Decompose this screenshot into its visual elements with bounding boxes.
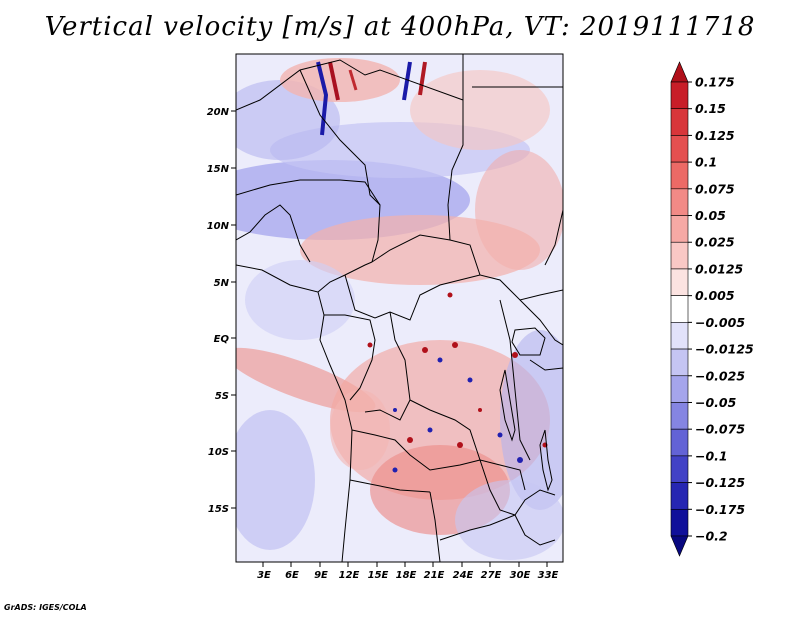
colorbar-label: 0.125 (695, 128, 735, 143)
lon-label-18e: 18E (396, 570, 417, 581)
colorbar-label: −0.025 (695, 368, 745, 383)
map-frame (235, 53, 564, 563)
lat-label-10n: 10N (207, 221, 230, 232)
boundaries (236, 54, 563, 562)
lon-label-9e: 9E (314, 570, 328, 581)
colorbar-label: 0.075 (695, 181, 735, 196)
colorbar-label: −0.1 (695, 448, 728, 463)
lon-ticks (262, 562, 548, 567)
lat-label-20n: 20N (207, 107, 230, 118)
lon-label-15e: 15E (368, 570, 389, 581)
colorbar-label: −0.125 (695, 475, 745, 490)
colorbar-swatch (670, 428, 689, 457)
colorbar-swatch (670, 215, 689, 243)
lat-label-eq: EQ (214, 334, 230, 345)
lon-label-21e: 21E (424, 570, 445, 581)
lon-label-33e: 33E (538, 570, 559, 581)
colorbar-swatch (670, 268, 689, 296)
colorbar-label: −0.175 (695, 502, 745, 517)
colorbar-label: 0.025 (695, 235, 735, 250)
colorbar-label: −0.05 (695, 395, 737, 410)
lon-label-27e: 27E (481, 570, 502, 581)
colorbar-label: 0.05 (695, 208, 726, 223)
colorbar-swatch (670, 108, 689, 136)
colorbar-swatch (670, 455, 689, 483)
lat-label-10s: 10S (208, 447, 229, 458)
colorbar-swatch (670, 375, 689, 403)
colorbar-label: 0.0125 (695, 261, 744, 276)
vertical-velocity-field (236, 54, 563, 562)
grads-credit: GrADS: IGES/COLA (4, 603, 87, 612)
colorbar-swatch (670, 295, 689, 323)
colorbar-label: −0.075 (695, 422, 745, 437)
colorbar-label: 0.175 (695, 75, 735, 90)
lon-label-3e: 3E (257, 570, 271, 581)
colorbar-label: 0.005 (695, 288, 735, 303)
colorbar-swatch (670, 81, 689, 110)
colorbar-swatch (670, 188, 689, 216)
colorbar-swatch (670, 161, 689, 190)
lon-label-12e: 12E (339, 570, 360, 581)
colorbar-swatch (670, 61, 689, 83)
colorbar-swatch (670, 322, 689, 350)
lat-label-5n: 5N (214, 278, 230, 289)
colorbar-label: −0.2 (695, 529, 728, 544)
colorbar-swatch (670, 402, 689, 430)
chart-title: Vertical velocity [m/s] at 400hPa, VT: 2… (44, 12, 756, 42)
colorbar-label: −0.0125 (695, 342, 754, 357)
colorbar-label: 0.1 (695, 155, 717, 170)
lon-label-6e: 6E (285, 570, 299, 581)
lat-ticks (231, 110, 236, 509)
colorbar-label: −0.005 (695, 315, 745, 330)
lon-label-30e: 30E (510, 570, 531, 581)
lat-label-15n: 15N (207, 164, 230, 175)
colorbar-label: 0.15 (695, 101, 726, 116)
colorbar-swatch (670, 482, 689, 510)
colorbar-swatch (670, 535, 689, 557)
colorbar-swatch (670, 348, 689, 377)
lon-label-24e: 24E (453, 570, 474, 581)
lat-label-15s: 15S (208, 504, 229, 515)
colorbar-swatch (670, 135, 689, 163)
colorbar (670, 61, 689, 557)
colorbar-swatch (670, 241, 689, 270)
lat-label-5s: 5S (215, 391, 229, 402)
colorbar-swatch (670, 508, 689, 537)
